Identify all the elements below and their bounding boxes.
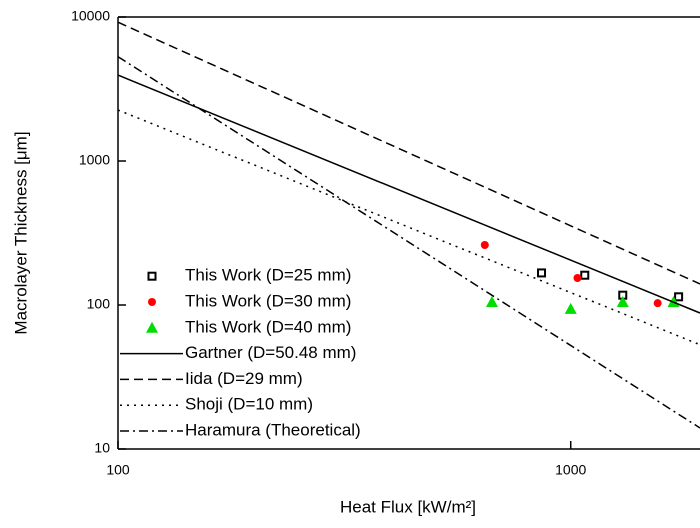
x-tick-label: 1000 — [555, 462, 586, 478]
legend-marker — [146, 321, 158, 333]
legend-label: Iida (D=29 mm) — [185, 369, 303, 388]
legend-label: This Work (D=30 mm) — [185, 291, 351, 310]
y-tick-label: 100 — [87, 296, 111, 312]
marker — [485, 295, 498, 307]
marker — [564, 302, 577, 314]
x-axis-label: Heat Flux [kW/m²] — [340, 497, 476, 516]
y-axis-label: Macrolayer Thickness [μm] — [11, 131, 30, 334]
marker — [653, 299, 662, 308]
marker — [480, 241, 489, 250]
legend-marker — [148, 298, 156, 306]
line — [118, 74, 700, 314]
line — [118, 56, 700, 429]
legend-label: This Work (D=25 mm) — [185, 266, 351, 285]
legend-label: Gartner (D=50.48 mm) — [185, 343, 356, 362]
marker — [573, 273, 582, 282]
legend-marker — [147, 271, 157, 281]
y-tick-label: 10000 — [71, 8, 110, 24]
y-tick-label: 10 — [94, 440, 110, 456]
line — [118, 21, 700, 285]
legend-label: Shoji (D=10 mm) — [185, 395, 313, 414]
x-tick-label: 100 — [106, 462, 130, 478]
marker — [616, 295, 629, 307]
marker — [580, 270, 590, 280]
y-tick-label: 1000 — [79, 152, 110, 168]
legend-label: This Work (D=40 mm) — [185, 317, 351, 336]
marker — [537, 268, 547, 278]
marker — [674, 292, 684, 302]
plot-area — [118, 21, 700, 429]
legend-label: Haramura (Theoretical) — [185, 420, 361, 439]
